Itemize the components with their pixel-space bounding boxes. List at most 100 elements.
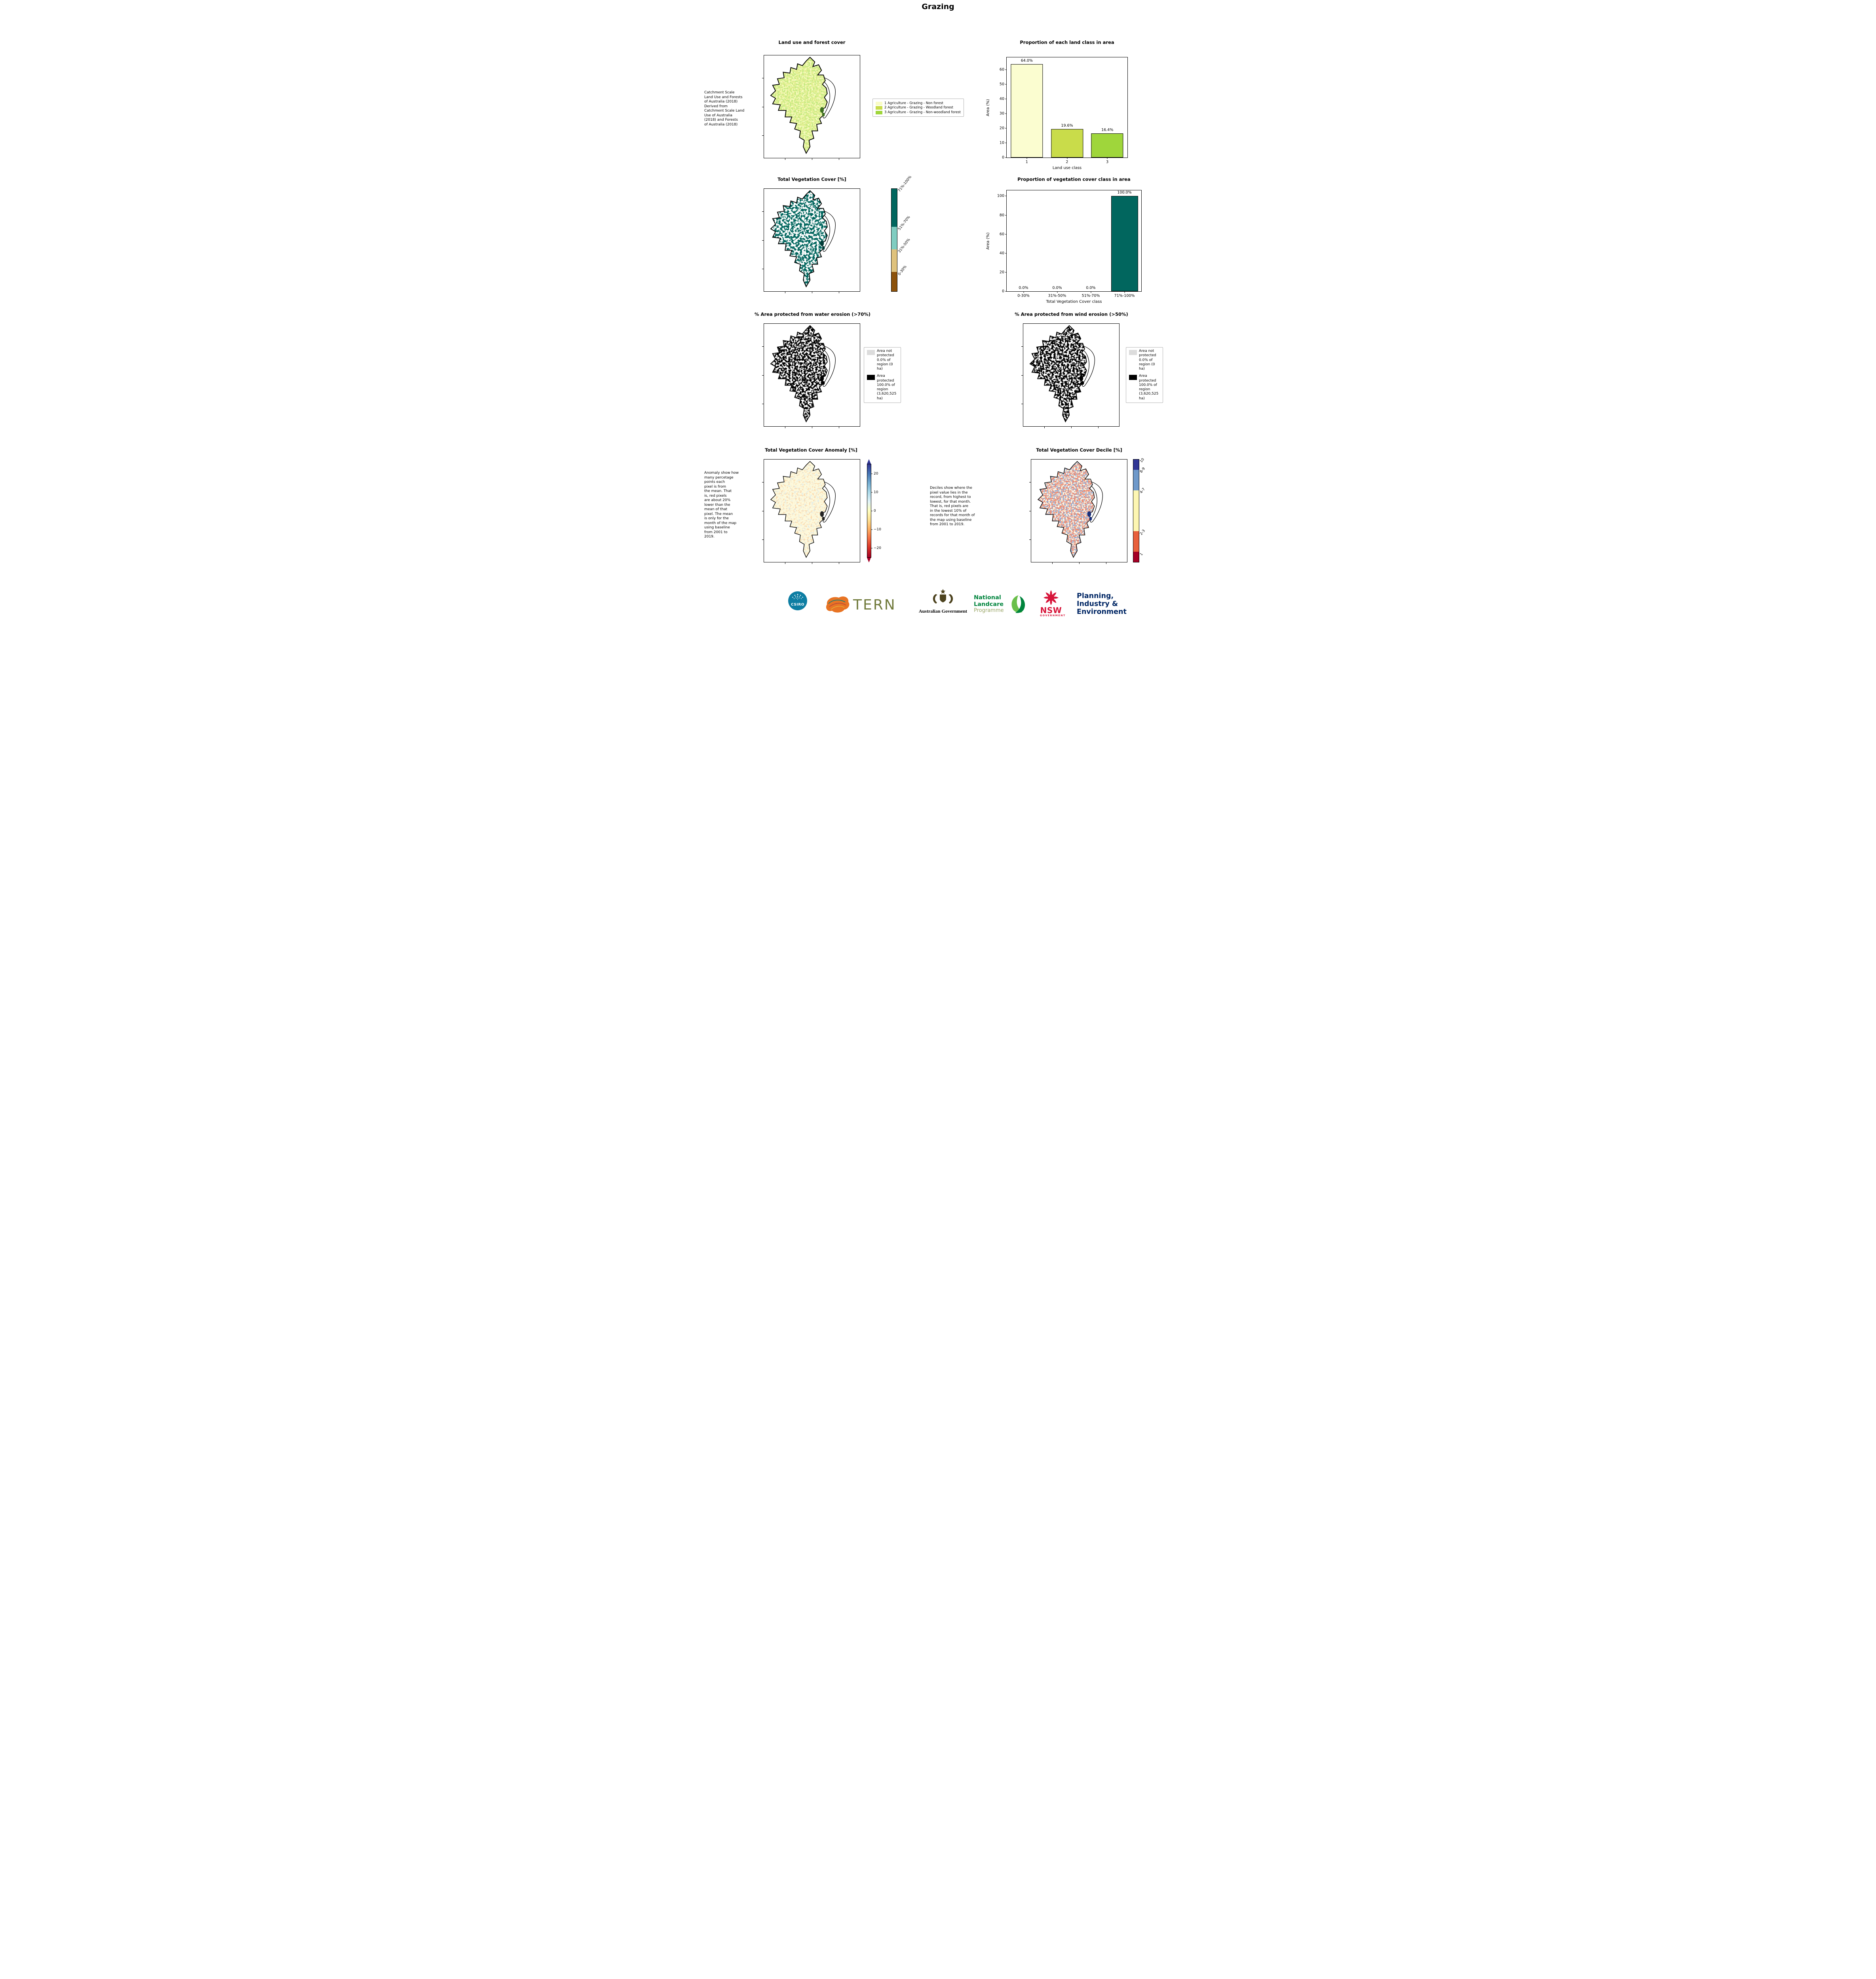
water-erosion-title: % Area protected from water erosion (>70… [755, 311, 871, 317]
legend-swatch [876, 106, 882, 110]
legend-label: 1 Agriculture - Grazing - Non forest [884, 101, 943, 105]
legend-label: Area not protected 0.0% of region (0 ha) [1139, 349, 1156, 371]
x-axis-tick [1026, 158, 1027, 159]
grazing-report-page: Grazing Land use and forest cover Catchm… [703, 0, 1173, 632]
colorbar-segment-label: 2-3 [1139, 529, 1146, 536]
csiro-wordmark: CSIRO [791, 603, 804, 607]
wind-erosion-legend: Area not protected 0.0% of region (0 ha)… [1126, 347, 1163, 403]
australian-government-wordmark: Australian Government [919, 608, 967, 614]
tern-wordmark: TERN [853, 597, 896, 613]
map-axis-tick [762, 375, 764, 376]
catchment-outline [1029, 325, 1087, 423]
bar-value-label: 19.6% [1061, 123, 1073, 128]
nsw-wordmark: NSW [1040, 606, 1062, 615]
land-class-chart-ylabel: Area (%) [986, 99, 990, 116]
decile-map-title: Total Vegetation Cover Decile [%] [1036, 447, 1122, 453]
y-axis-tick-label: 30 [999, 111, 1004, 116]
x-axis-tick-label: 71%-100% [1114, 294, 1135, 298]
coastal-protected-patches [1079, 375, 1084, 385]
coastal-protected-patches [820, 375, 825, 385]
map-axis-tick [762, 211, 764, 212]
legend-item: 2 Agriculture - Grazing - Woodland fores… [876, 106, 961, 110]
colorbar-segment-label: 4-7 [1139, 487, 1146, 495]
bar-value-label: 64.0% [1021, 58, 1033, 63]
colorbar-segment-label: 8-9 [1139, 467, 1146, 474]
landcare-leaf-icon [1007, 593, 1030, 617]
catchment-fill [770, 325, 827, 422]
legend-label: Area not protected 0.0% of region (0 ha) [877, 349, 894, 371]
dpie-line3: Environment [1077, 608, 1127, 616]
dpie-line1: Planning, [1077, 592, 1114, 600]
map-axis-tick [762, 135, 764, 136]
legend-item: 3 Agriculture - Grazing - Non-woodland f… [876, 110, 961, 114]
legend-label: 3 Agriculture - Grazing - Non-woodland f… [884, 110, 961, 114]
coastline [822, 346, 836, 387]
anomaly-colorbar-bar: 20 10 0 −10 −20 [867, 464, 881, 558]
csiro-logo: CSIRO [788, 591, 808, 612]
catchment-outline [1037, 461, 1095, 558]
colorbar-segment-label: 10 [1139, 457, 1145, 464]
colorbar-segment [891, 249, 897, 272]
colorbar-segment-label: 51%-70% [897, 215, 911, 231]
colorbar-segment [1133, 460, 1139, 470]
colorbar-tick-label: 10 [874, 490, 878, 494]
decile-map [1029, 459, 1127, 564]
landcare-line1: National [974, 594, 1001, 601]
bar-value-label: 16.4% [1101, 128, 1114, 133]
map-axis-tick [1079, 562, 1080, 564]
y-axis-tick-label: 20 [999, 270, 1004, 275]
map-axis-tick [762, 346, 764, 347]
coastline [822, 211, 836, 252]
anomaly-map-title: Total Vegetation Cover Anomaly [%] [765, 447, 857, 453]
landuse-map [762, 55, 860, 160]
veg-cover-chart-plot: 0 20 40 60 80 100 0.0% 0-30% 0.0% 31%-50% 0.0% 51%-… [997, 190, 1142, 298]
colorbar-segment [1133, 531, 1139, 552]
map-axis-tick [1021, 346, 1023, 347]
colorbar-segment-label: 0-30% [897, 265, 908, 277]
catchment-outline [770, 325, 828, 423]
map-axis-tick [1044, 427, 1045, 428]
legend-swatch [1129, 375, 1137, 380]
colorbar-arrow-up [867, 459, 871, 464]
landuse-legend: 1 Agriculture - Grazing - Non forest 2 Ag… [872, 99, 964, 117]
catchment-fill [1038, 461, 1095, 558]
map-axis-tick [1071, 427, 1072, 428]
bar [1011, 64, 1043, 158]
decile-caption: Deciles show where the pixel value lies … [930, 486, 975, 527]
water-erosion-map-graphic [770, 325, 836, 423]
colorbar-segment [1133, 490, 1139, 532]
catchment-outline [770, 190, 828, 288]
colorbar-arrow-down [867, 558, 871, 562]
veg-cover-chart-title: Proportion of vegetation cover class in … [1017, 177, 1131, 182]
map-axis-tick [762, 539, 764, 540]
landuse-map-graphic [770, 57, 836, 154]
map-axis-tick [762, 240, 764, 241]
bar [1051, 129, 1083, 158]
coastal-decile-patches [1087, 511, 1092, 521]
leaf-light [1011, 595, 1023, 613]
bar [1091, 133, 1123, 158]
x-axis-tick [1023, 291, 1024, 293]
bar-value-label: 0.0% [1052, 286, 1062, 290]
australian-government-logo: Australian Government [917, 588, 969, 617]
y-axis-tick-label: 60 [999, 232, 1004, 237]
waratah-icon [1043, 590, 1059, 605]
coastline [822, 481, 836, 522]
coastline [1081, 346, 1095, 387]
y-axis-tick-label: 60 [999, 67, 1004, 72]
veg-cover-map-title: Total Vegetation Cover [%] [777, 177, 846, 182]
nsw-subtext: GOVERNMENT [1040, 614, 1066, 617]
veg-cover-map-graphic [770, 190, 836, 288]
legend-swatch [1129, 350, 1137, 355]
coastal-landuse-patches [820, 107, 825, 117]
legend-swatch [867, 350, 875, 355]
colorbar-segment [891, 226, 897, 249]
coastal-cover-patches [820, 240, 825, 250]
catchment-fill [770, 190, 827, 287]
colorbar-tick [871, 529, 872, 530]
decile-colorbar: 10 8-9 4-7 2-3 1 [1133, 458, 1146, 562]
y-axis-tick-label: 0 [1002, 289, 1004, 294]
coastline [822, 77, 836, 118]
tern-emblem-stroke [828, 600, 846, 604]
colorbar-segment [891, 272, 897, 291]
